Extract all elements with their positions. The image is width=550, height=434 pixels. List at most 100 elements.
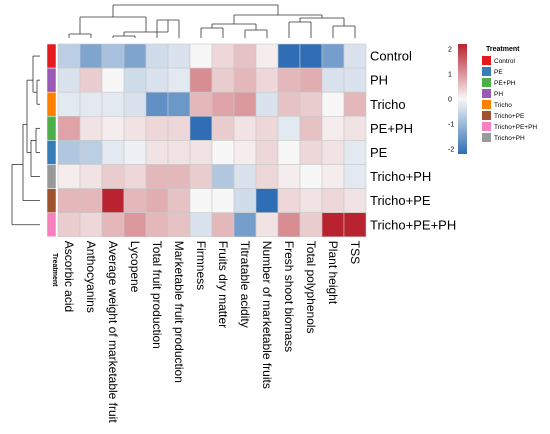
column-label: Ascorbic acid	[62, 241, 76, 312]
column-labels: Ascorbic acid Anthocyanins Average weight …	[62, 241, 362, 424]
legend-item-label: PE	[494, 69, 503, 76]
color-scale-bar	[458, 44, 467, 154]
row-labels: Control PH Tricho PE+PH PE Tricho+PH Tricho+PE…	[370, 49, 456, 233]
heatmap-cell	[343, 188, 367, 214]
heatmap-cell	[189, 116, 213, 141]
heatmap-cell	[189, 67, 213, 93]
heatmap-cell	[255, 164, 279, 189]
heatmap-cell	[255, 212, 279, 238]
color-scale-tick-label: 0	[448, 97, 452, 104]
heatmap-cell	[145, 67, 169, 93]
heatmap-cell	[123, 67, 147, 93]
annotation-cell	[46, 164, 57, 189]
heatmap-cell	[167, 116, 191, 141]
heatmap-cell	[189, 140, 213, 165]
heatmap-cell	[233, 43, 257, 69]
heatmap-cell	[145, 116, 169, 141]
heatmap-cell	[145, 43, 169, 69]
row-label: Tricho+PE	[370, 193, 431, 208]
heatmap-cell	[57, 212, 81, 238]
heatmap-cell	[167, 67, 191, 93]
heatmap-cell	[343, 212, 367, 238]
column-label: Titratable acidity	[238, 241, 252, 328]
heatmap-cell	[255, 140, 279, 165]
legend-item-label: Tricho+PE+PH	[494, 124, 537, 131]
heatmap-cell	[321, 91, 345, 117]
heatmap-cell	[79, 188, 103, 214]
heatmap-cell	[101, 164, 125, 189]
heatmap-cell	[79, 67, 103, 93]
heatmap-cell	[299, 67, 323, 93]
heatmap-cell	[211, 140, 235, 165]
annotation-cell	[46, 43, 57, 69]
legend-item-label: PH	[494, 91, 503, 98]
heatmap-cell	[211, 164, 235, 189]
heatmap-cell	[299, 164, 323, 189]
heatmap-cell	[211, 212, 235, 238]
heatmap-cell	[123, 43, 147, 69]
heatmap-cell	[321, 140, 345, 165]
annotation-cell	[46, 140, 57, 165]
heatmap-cell	[123, 164, 147, 189]
row-label: Tricho+PE+PH	[370, 217, 456, 232]
heatmap-cell	[101, 140, 125, 165]
annotation-cell	[46, 67, 57, 93]
heatmap-cell	[233, 140, 257, 165]
column-label: Fruits dry matter	[216, 241, 230, 328]
annotation-cell	[46, 188, 57, 213]
heatmap-cell	[277, 140, 301, 165]
row-label: Tricho	[370, 97, 406, 112]
row-label: PH	[370, 73, 388, 88]
heatmap-cell	[57, 164, 81, 189]
heatmap-cell	[189, 188, 213, 214]
heatmap-cell	[255, 43, 279, 69]
heatmap-cell	[255, 67, 279, 93]
heatmap-cell	[123, 212, 147, 238]
heatmap-cell	[321, 116, 345, 141]
heatmap-cell	[321, 43, 345, 69]
heatmap-cell	[299, 116, 323, 141]
heatmap-cell	[255, 116, 279, 141]
heatmap-cell	[189, 212, 213, 238]
heatmap-cell	[145, 188, 169, 214]
color-scale-tick-label: -1	[448, 122, 454, 129]
column-dendrogram	[68, 4, 356, 38]
heatmap-cell	[79, 140, 103, 165]
heatmap-cell	[255, 188, 279, 214]
heatmap-cell	[277, 43, 301, 69]
heatmap-cell	[233, 67, 257, 93]
heatmap-cell	[343, 91, 367, 117]
heatmap-cell	[145, 140, 169, 165]
heatmap-cells	[57, 43, 367, 238]
heatmap-cell	[79, 164, 103, 189]
column-label: Firmness	[194, 241, 208, 290]
heatmap-cell	[299, 140, 323, 165]
heatmap-cell	[277, 188, 301, 214]
column-label: Total fruit production	[150, 241, 164, 349]
heatmap-cell	[57, 43, 81, 69]
color-scale-tick-label: -2	[448, 147, 454, 154]
heatmap-cell	[343, 43, 367, 69]
heatmap-cell	[123, 188, 147, 214]
heatmap-cell	[211, 188, 235, 214]
heatmap-cell	[277, 91, 301, 117]
heatmap-cell	[167, 140, 191, 165]
column-label: Fresh shoot biomass	[282, 241, 296, 352]
annotation-cell	[46, 212, 57, 238]
legend-item-label: Tricho	[494, 102, 512, 109]
heatmap-cell	[167, 91, 191, 117]
heatmap-cell	[101, 43, 125, 69]
heatmap-cell	[321, 188, 345, 214]
heatmap-cell	[123, 140, 147, 165]
column-label: Number of marketable fruits	[260, 241, 274, 389]
legend-item-label: Control	[494, 58, 516, 65]
heatmap-cell	[321, 67, 345, 93]
heatmap-cell	[167, 43, 191, 69]
legend-title: Treatment	[486, 46, 520, 53]
legend-swatch	[482, 56, 491, 65]
legend-swatch	[482, 111, 491, 120]
column-label: Anthocyanins	[84, 241, 98, 313]
heatmap-cell	[79, 43, 103, 69]
heatmap-cell	[211, 91, 235, 117]
